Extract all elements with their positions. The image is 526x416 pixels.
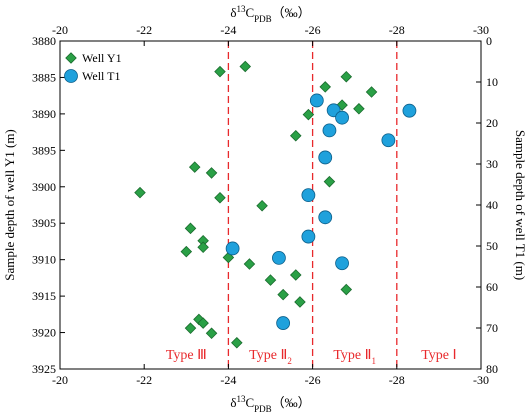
right-tick-label: 70	[486, 321, 498, 335]
top-tick-label: -20	[52, 23, 68, 37]
bottom-tick-label: -30	[473, 373, 489, 387]
point-well-y1	[184, 222, 197, 235]
right-tick-label: 30	[486, 157, 498, 171]
bottom-tick-label: -22	[136, 373, 152, 387]
point-well-y1	[231, 336, 243, 349]
point-well-y1	[289, 269, 302, 281]
left-tick-label: 3885	[32, 70, 56, 84]
plot-frame	[59, 40, 482, 370]
point-well-y1	[184, 322, 197, 334]
data-points	[134, 60, 417, 349]
point-well-y1	[323, 175, 336, 188]
legend-label-well-t1: Well T1	[82, 69, 120, 83]
point-well-t1	[322, 123, 337, 138]
top-tick-label: -30	[473, 23, 489, 37]
axis-ticks: -20 -20 -22 -22 -24 -24 -26 -26 -28 -28 -30 -30 3880…	[32, 23, 498, 387]
point-well-y1	[336, 99, 348, 111]
bottom-tick-label: -26	[305, 373, 321, 387]
left-tick-label: 3905	[32, 216, 56, 230]
top-tick-label: -26	[305, 23, 321, 37]
top-tick-label: -24	[220, 23, 236, 37]
point-well-t1	[276, 316, 291, 330]
right-tick-label: 50	[486, 239, 498, 253]
point-well-t1	[272, 250, 286, 265]
right-tick-label: 80	[486, 362, 498, 376]
legend-label-well-y1: Well Y1	[82, 51, 122, 65]
point-well-t1	[402, 103, 417, 118]
left-tick-label: 3890	[32, 107, 56, 121]
left-axis-title: Sample depth of well Y1 (m)	[2, 129, 17, 281]
point-well-t1	[301, 188, 316, 203]
point-well-y1	[239, 60, 252, 73]
point-well-t1	[225, 241, 240, 256]
point-well-t1	[301, 229, 316, 244]
point-well-y1	[134, 186, 146, 199]
point-well-y1	[294, 296, 306, 308]
right-tick-label: 60	[486, 280, 498, 294]
left-tick-label: 3925	[32, 362, 56, 376]
point-well-t1	[335, 110, 349, 125]
point-well-y1	[214, 65, 226, 78]
left-tick-label: 3880	[32, 34, 56, 48]
top-tick-label: -28	[389, 23, 405, 37]
point-well-y1	[214, 191, 226, 204]
legend-marker-well-y1	[65, 52, 77, 64]
right-tick-label: 20	[486, 116, 498, 130]
point-well-y1	[256, 199, 268, 212]
point-well-y1	[319, 81, 331, 93]
legend: Well Y1 Well T1	[64, 51, 122, 83]
point-well-y1	[188, 161, 201, 173]
point-well-y1	[289, 129, 302, 142]
bottom-tick-label: -20	[52, 373, 68, 387]
bottom-tick-label: -28	[389, 373, 405, 387]
point-well-y1	[353, 103, 365, 115]
left-tick-label: 3910	[32, 253, 56, 267]
point-well-y1	[340, 70, 353, 83]
type-label-1: Type Ⅱ2	[249, 348, 292, 366]
right-tick-label: 0	[486, 34, 492, 48]
left-tick-label: 3915	[32, 289, 56, 303]
point-well-t1	[318, 150, 333, 165]
left-tick-label: 3900	[32, 180, 56, 194]
point-well-y1	[277, 288, 289, 301]
right-tick-label: 10	[486, 75, 498, 89]
bottom-tick-label: -24	[220, 373, 236, 387]
point-well-y1	[365, 86, 378, 98]
point-well-t1	[318, 210, 333, 225]
point-well-y1	[197, 317, 209, 329]
point-well-y1	[180, 245, 193, 258]
point-well-t1	[309, 93, 324, 108]
type-labels: Type Ⅲ Type Ⅱ2 Type Ⅱ1 Type Ⅰ	[166, 348, 457, 366]
left-tick-label: 3920	[32, 326, 56, 340]
left-tick-label: 3895	[32, 143, 56, 157]
point-well-y1	[197, 241, 209, 254]
right-axis-title: Sample depth of well T1 (m)	[513, 130, 526, 280]
point-well-y1	[205, 327, 218, 340]
legend-marker-well-t1	[64, 69, 78, 83]
type-label-2: Type Ⅱ1	[333, 348, 376, 366]
top-axis-title: δ13CPDB（‰）	[230, 4, 310, 24]
right-tick-label: 40	[486, 198, 498, 212]
point-well-y1	[302, 108, 315, 121]
point-well-t1	[381, 133, 396, 148]
point-well-y1	[243, 258, 256, 270]
point-well-y1	[205, 167, 218, 179]
type-label-0: Type Ⅲ	[166, 348, 207, 363]
top-tick-label: -22	[136, 23, 152, 37]
point-well-y1	[264, 274, 277, 286]
bottom-axis-title: δ13CPDB（‰）	[230, 394, 310, 414]
point-well-y1	[340, 283, 353, 296]
point-well-t1	[335, 256, 349, 271]
type-label-3: Type Ⅰ	[421, 348, 456, 363]
